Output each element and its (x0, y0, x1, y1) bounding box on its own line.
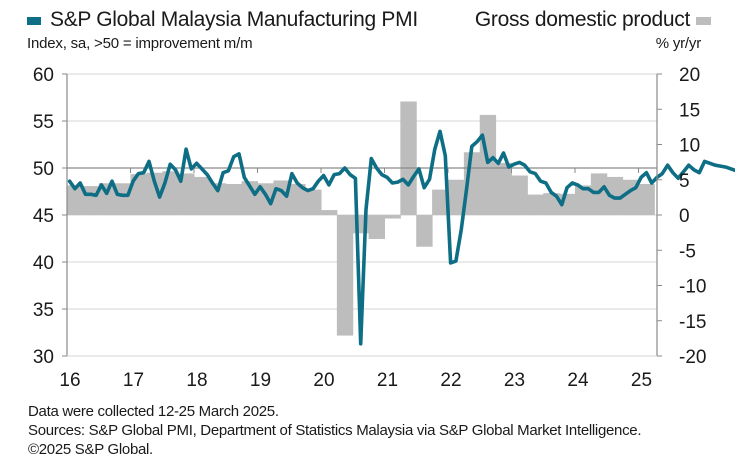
legend-gdp: Gross domestic product (475, 8, 711, 32)
right-tick-label: 20 (679, 65, 700, 86)
footer-notes: Data were collected 12-25 March 2025. So… (28, 402, 668, 459)
gdp-bar (114, 183, 131, 215)
x-tick-label: 20 (313, 370, 334, 391)
right-tick-label: 15 (679, 100, 700, 121)
gdp-bar (606, 176, 624, 215)
gdp-bar (320, 210, 338, 215)
right-tick-label: -10 (679, 277, 706, 298)
gdp-bar (384, 215, 401, 219)
right-tick-label: 10 (679, 136, 700, 157)
pmi-legend-label: S&P Global Malaysia Manufacturing PMI (50, 8, 418, 31)
x-tick-label: 21 (377, 370, 398, 391)
x-tick-label: 24 (567, 370, 589, 391)
x-tick-label: 19 (250, 370, 271, 391)
pmi-series-line (67, 129, 735, 346)
left-axis-ticks: 60 55 50 45 40 35 30 (33, 65, 67, 368)
gdp-legend-swatch (696, 17, 711, 25)
gdp-bar (543, 193, 560, 215)
gdp-bar (368, 215, 385, 239)
gdp-bars (67, 101, 655, 336)
pmi-line (67, 129, 735, 346)
gdp-bar (146, 172, 163, 215)
gdp-bar (193, 176, 211, 215)
left-tick-label: 60 (33, 65, 54, 86)
right-tick-label: -20 (679, 347, 706, 368)
left-tick-label: 55 (33, 112, 54, 133)
footer-collection-note: Data were collected 12-25 March 2025. (28, 403, 279, 420)
gdp-bar (336, 215, 354, 336)
gdp-bar (432, 189, 449, 215)
gdp-bar (130, 174, 147, 215)
gdp-bar (98, 183, 116, 215)
x-tick-label: 25 (631, 370, 652, 391)
left-tick-label: 50 (33, 159, 54, 180)
right-axis-ticks: 20 15 10 5 0 -5 -10 -15 -20 (657, 65, 706, 368)
gdp-bar (305, 189, 322, 215)
x-tick-label: 16 (59, 370, 80, 391)
x-axis-ticks: 16 17 18 19 20 21 22 23 24 25 (59, 370, 652, 391)
gdp-bar (638, 183, 655, 215)
gdp-bar (479, 114, 497, 215)
right-tick-label: -15 (679, 312, 706, 333)
gdp-bar (178, 173, 195, 215)
x-tick-label: 22 (440, 370, 461, 391)
left-tick-label: 45 (33, 206, 54, 227)
gdp-bar (289, 183, 306, 215)
gdp-bar (447, 179, 465, 215)
left-tick-label: 30 (33, 347, 54, 368)
gdp-bar (574, 185, 592, 215)
left-axis-label: Index, sa, >50 = improvement m/m (27, 35, 253, 52)
left-tick-label: 40 (33, 253, 54, 274)
gdp-bar (527, 194, 544, 215)
gdp-bar (416, 215, 433, 247)
gdp-legend-label: Gross domestic product (474, 8, 690, 31)
x-tick-label: 18 (186, 370, 207, 391)
gdp-bar (209, 183, 227, 215)
gdp-bar (511, 175, 528, 215)
gdp-bar (495, 162, 512, 215)
right-tick-label: 0 (679, 206, 690, 227)
right-axis-label: % yr/yr (655, 35, 701, 52)
right-tick-label: 5 (679, 171, 690, 192)
legend-pmi: S&P Global Malaysia Manufacturing PMI (27, 8, 418, 32)
x-tick-label: 17 (123, 370, 144, 391)
gdp-bar (400, 101, 417, 215)
footer-sources: Sources: S&P Global PMI, Department of S… (28, 422, 642, 458)
reference-line (67, 167, 657, 173)
right-tick-label: -5 (679, 241, 696, 262)
x-tick-label: 23 (504, 370, 525, 391)
pmi-legend-swatch (27, 17, 41, 25)
left-tick-label: 35 (33, 300, 54, 321)
gdp-bar (67, 185, 84, 215)
gdp-bar (590, 173, 608, 215)
gdp-bar (225, 183, 243, 215)
